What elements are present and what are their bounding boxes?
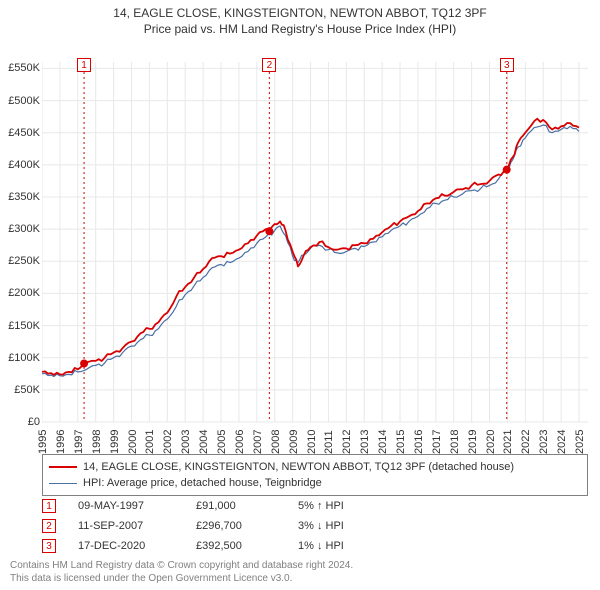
legend: 14, EAGLE CLOSE, KINGSTEIGNTON, NEWTON A… bbox=[42, 454, 588, 496]
event-date-1: 11-SEP-2007 bbox=[78, 520, 174, 532]
event-marker-2: 3 bbox=[42, 539, 56, 553]
xtick-label: 2018 bbox=[449, 430, 461, 454]
chart-marker-3: 3 bbox=[500, 58, 514, 72]
xtick-label: 2010 bbox=[306, 430, 318, 454]
xtick-label: 2021 bbox=[502, 430, 514, 454]
xtick-label: 2005 bbox=[216, 430, 228, 454]
ytick-label: £250K bbox=[8, 255, 40, 267]
title-block: 14, EAGLE CLOSE, KINGSTEIGNTON, NEWTON A… bbox=[0, 0, 600, 36]
xtick-label: 2020 bbox=[485, 430, 497, 454]
event-delta-2: 1% ↓ HPI bbox=[298, 540, 388, 552]
title-line-1: 14, EAGLE CLOSE, KINGSTEIGNTON, NEWTON A… bbox=[0, 6, 600, 20]
legend-item-1: HPI: Average price, detached house, Teig… bbox=[49, 475, 581, 491]
xtick-label: 2013 bbox=[359, 430, 371, 454]
event-delta-1: 3% ↓ HPI bbox=[298, 520, 388, 532]
xtick-label: 2008 bbox=[270, 430, 282, 454]
xtick-label: 2015 bbox=[395, 430, 407, 454]
xtick-label: 1996 bbox=[55, 430, 67, 454]
event-row-0: 1 09-MAY-1997 £91,000 5% ↑ HPI bbox=[42, 496, 588, 516]
xtick-label: 1999 bbox=[109, 430, 121, 454]
xtick-label: 2007 bbox=[252, 430, 264, 454]
legend-label-1: HPI: Average price, detached house, Teig… bbox=[83, 477, 322, 489]
ytick-label: £300K bbox=[8, 223, 40, 235]
xtick-label: 1995 bbox=[37, 430, 49, 454]
xtick-label: 2006 bbox=[234, 430, 246, 454]
ytick-label: £0 bbox=[28, 416, 40, 428]
xtick-label: 2001 bbox=[144, 430, 156, 454]
xtick-label: 2017 bbox=[431, 430, 443, 454]
xtick-label: 2025 bbox=[574, 430, 586, 454]
ytick-label: £150K bbox=[8, 320, 40, 332]
legend-swatch-1 bbox=[49, 483, 77, 484]
chart-marker-1: 1 bbox=[77, 58, 91, 72]
xtick-label: 2000 bbox=[127, 430, 139, 454]
xtick-label: 2019 bbox=[467, 430, 479, 454]
event-date-2: 17-DEC-2020 bbox=[78, 540, 174, 552]
ytick-label: £50K bbox=[14, 384, 40, 396]
chart-svg bbox=[42, 52, 588, 442]
event-marker-1: 2 bbox=[42, 519, 56, 533]
event-date-0: 09-MAY-1997 bbox=[78, 500, 174, 512]
event-marker-0: 1 bbox=[42, 499, 56, 513]
xtick-label: 2024 bbox=[556, 430, 568, 454]
xtick-label: 1998 bbox=[91, 430, 103, 454]
chart-marker-2: 2 bbox=[262, 58, 276, 72]
footer-line-2: This data is licensed under the Open Gov… bbox=[10, 573, 353, 586]
xtick-label: 2023 bbox=[538, 430, 550, 454]
xtick-label: 2003 bbox=[180, 430, 192, 454]
title-line-2: Price paid vs. HM Land Registry's House … bbox=[0, 22, 600, 36]
chart-area bbox=[42, 52, 588, 442]
event-delta-0: 5% ↑ HPI bbox=[298, 500, 388, 512]
ytick-label: £100K bbox=[8, 352, 40, 364]
ytick-label: £350K bbox=[8, 191, 40, 203]
legend-swatch-0 bbox=[49, 466, 77, 468]
xtick-label: 2011 bbox=[323, 430, 335, 454]
event-row-1: 2 11-SEP-2007 £296,700 3% ↓ HPI bbox=[42, 516, 588, 536]
xtick-label: 2014 bbox=[377, 430, 389, 454]
legend-label-0: 14, EAGLE CLOSE, KINGSTEIGNTON, NEWTON A… bbox=[83, 461, 514, 473]
footer: Contains HM Land Registry data © Crown c… bbox=[10, 560, 353, 585]
legend-item-0: 14, EAGLE CLOSE, KINGSTEIGNTON, NEWTON A… bbox=[49, 459, 581, 475]
ytick-label: £550K bbox=[8, 62, 40, 74]
ytick-label: £500K bbox=[8, 95, 40, 107]
ytick-label: £200K bbox=[8, 287, 40, 299]
footer-line-1: Contains HM Land Registry data © Crown c… bbox=[10, 560, 353, 573]
xtick-label: 2012 bbox=[341, 430, 353, 454]
event-table: 1 09-MAY-1997 £91,000 5% ↑ HPI 2 11-SEP-… bbox=[42, 496, 588, 556]
xtick-label: 2009 bbox=[288, 430, 300, 454]
xtick-label: 2022 bbox=[520, 430, 532, 454]
event-price-1: £296,700 bbox=[196, 520, 276, 532]
event-price-2: £392,500 bbox=[196, 540, 276, 552]
event-price-0: £91,000 bbox=[196, 500, 276, 512]
ytick-label: £400K bbox=[8, 159, 40, 171]
xtick-label: 2002 bbox=[162, 430, 174, 454]
ytick-label: £450K bbox=[8, 127, 40, 139]
chart-container: 14, EAGLE CLOSE, KINGSTEIGNTON, NEWTON A… bbox=[0, 0, 600, 590]
xtick-label: 2016 bbox=[413, 430, 425, 454]
event-row-2: 3 17-DEC-2020 £392,500 1% ↓ HPI bbox=[42, 536, 588, 556]
xtick-label: 2004 bbox=[198, 430, 210, 454]
xtick-label: 1997 bbox=[73, 430, 85, 454]
